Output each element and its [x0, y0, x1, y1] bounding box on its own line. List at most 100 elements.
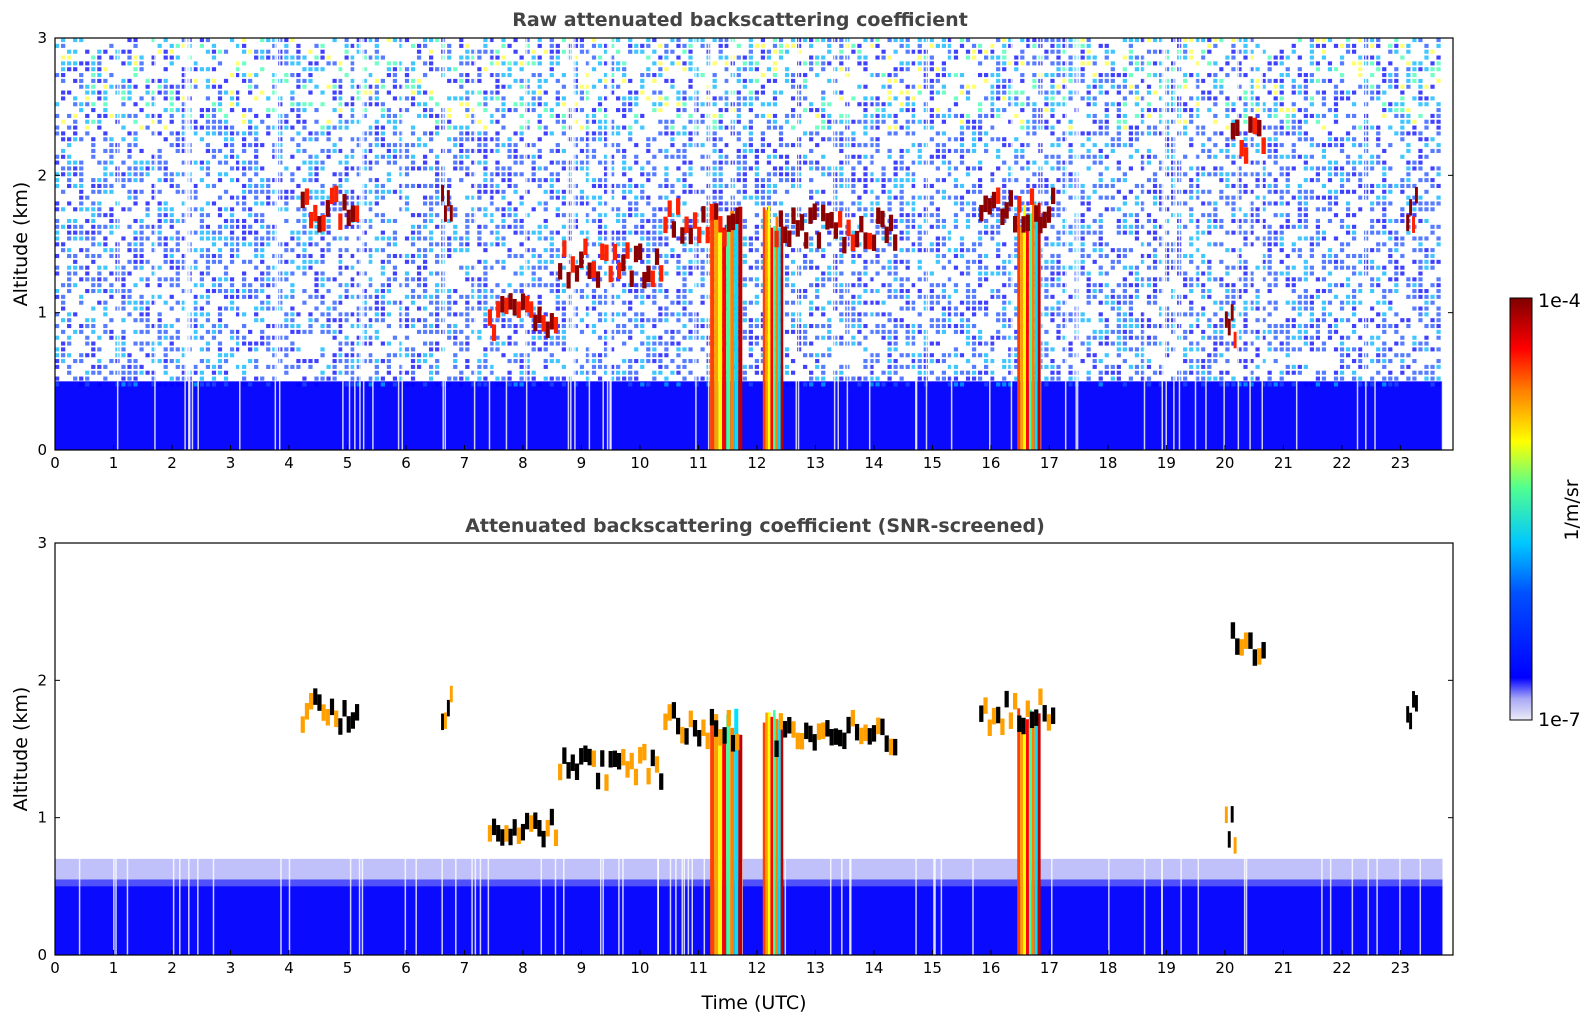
noise-cell — [410, 294, 416, 299]
noise-cell — [362, 312, 367, 317]
noise-cell — [585, 306, 591, 311]
noise-cell — [700, 38, 705, 43]
noise-cell — [501, 113, 506, 118]
noise-cell — [929, 318, 934, 323]
noise-cell — [235, 335, 241, 340]
noise-cell — [513, 148, 518, 153]
noise-cell — [55, 178, 60, 183]
noise-cell — [567, 137, 572, 142]
noise-cell — [157, 84, 162, 89]
noise-cell — [646, 195, 651, 200]
noise-cell — [507, 61, 512, 66]
noise-cell — [169, 306, 174, 311]
noise-cell — [127, 113, 132, 118]
noise-cell — [688, 55, 693, 60]
noise-cell — [929, 288, 934, 294]
noise-cell — [851, 131, 856, 136]
noise-cell — [585, 347, 591, 352]
noise-cell — [248, 178, 253, 183]
noise-cell — [875, 195, 880, 200]
noise-cell — [953, 364, 959, 369]
noise-cell — [181, 119, 186, 124]
noise-cell — [591, 359, 597, 364]
noise-cell — [73, 230, 78, 235]
noise-cell — [223, 306, 229, 311]
noise-cell — [398, 67, 404, 72]
noise-cell — [483, 306, 488, 311]
noise-cell — [459, 73, 464, 78]
noise-cell — [561, 341, 566, 346]
noise-cell — [935, 283, 940, 288]
noise-cell — [157, 265, 162, 270]
noise-cell — [676, 347, 681, 352]
noise-cell — [742, 172, 747, 177]
noise-cell — [597, 242, 603, 247]
noise-cell — [561, 148, 566, 153]
noise-cell — [742, 189, 747, 194]
noise-cell — [308, 154, 313, 159]
noise-cell — [169, 323, 174, 329]
noise-cell — [211, 67, 217, 72]
noise-cell — [742, 364, 747, 369]
noise-cell — [217, 131, 223, 136]
noise-cell — [302, 108, 307, 113]
noise-cell — [284, 364, 289, 369]
noise-cell — [748, 248, 753, 253]
noise-cell — [284, 248, 289, 253]
noise-cell — [929, 160, 934, 165]
noise-cell — [670, 49, 675, 54]
noise-cell — [356, 143, 361, 148]
noise-cell — [622, 108, 627, 113]
noise-cell — [893, 341, 898, 346]
noise-cell — [549, 131, 554, 136]
noise-cell — [260, 166, 265, 171]
noise-cell — [193, 259, 198, 264]
noise-cell — [380, 306, 385, 311]
noise-cell — [778, 137, 784, 142]
noise-cell — [609, 125, 615, 130]
noise-cell — [465, 359, 470, 364]
noise-cell — [217, 213, 223, 218]
noise-cell — [320, 300, 325, 305]
noise-cell — [935, 78, 940, 83]
noise-cell — [869, 73, 874, 78]
noise-cell — [875, 113, 880, 118]
noise-cell — [422, 166, 428, 171]
noise-cell — [248, 143, 253, 148]
noise-cell — [784, 347, 790, 352]
noise-cell — [622, 312, 627, 317]
noise-cell — [495, 335, 500, 340]
noise-cell — [748, 61, 753, 66]
noise-cell — [579, 96, 585, 101]
noise-cell — [893, 38, 898, 43]
noise-cell — [193, 294, 198, 299]
noise-cell — [254, 113, 259, 118]
noise-cell — [109, 329, 114, 334]
noise-cell — [495, 148, 500, 153]
noise-cell — [616, 294, 621, 299]
noise-cell — [217, 84, 223, 89]
noise-cell — [73, 78, 78, 83]
noise-cell — [205, 359, 211, 364]
noise-cell — [422, 329, 428, 334]
noise-cell — [935, 178, 940, 183]
noise-cell — [459, 329, 464, 334]
noise-cell — [616, 323, 621, 329]
noise-cell — [326, 329, 331, 334]
noise-cell — [103, 213, 108, 218]
noise-cell — [211, 148, 217, 153]
noise-cell — [296, 253, 301, 259]
noise-cell — [622, 323, 627, 329]
noise-cell — [435, 253, 440, 259]
noise-cell — [700, 43, 705, 48]
noise-cell — [929, 84, 934, 89]
noise-cell — [314, 195, 319, 200]
noise-cell — [658, 131, 663, 136]
noise-cell — [579, 125, 585, 130]
noise-cell — [404, 67, 410, 72]
noise-cell — [760, 113, 766, 118]
noise-cell — [917, 43, 922, 48]
noise-cell — [133, 143, 138, 148]
noise-cell — [435, 382, 440, 387]
noise-cell — [507, 154, 512, 159]
